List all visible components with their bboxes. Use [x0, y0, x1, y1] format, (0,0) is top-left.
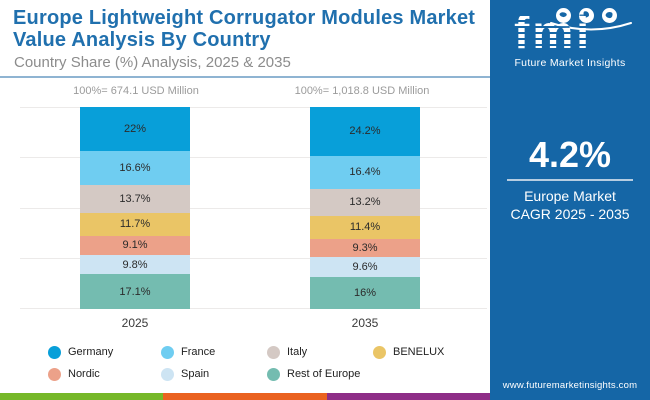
bar-segment-spain-2025: 9.8%	[80, 254, 190, 275]
legend-item-benelux: BENELUX	[373, 346, 444, 359]
bar-segment-value-label: 11.4%	[349, 221, 381, 234]
legend-item-nordic: Nordic	[48, 368, 100, 381]
footer-stripe-segment-3	[326, 393, 490, 400]
legend-dot-italy	[267, 346, 280, 359]
fmi-logo-globe-icons	[556, 8, 617, 23]
total-label-2035: 100%= 1,018.8 USD Million	[294, 85, 430, 97]
brand-panel: fmi Future Market Insights 4.2% Europe M…	[490, 0, 650, 400]
bar-segment-germany-2025: 22%	[80, 107, 190, 152]
gridline	[20, 258, 487, 259]
chart-section: Europe Lightweight Corrugator Modules Ma…	[0, 7, 493, 400]
legend-label: Spain	[181, 368, 210, 380]
title-line-2: Value Analysis By Country	[13, 29, 271, 51]
bar-segment-value-label: 24.2%	[349, 125, 381, 138]
legend-item-spain: Spain	[161, 368, 209, 381]
cagr-label-line-1: Europe Market	[524, 188, 616, 204]
cagr-label: Europe Market CAGR 2025 - 2035	[490, 187, 650, 223]
bar-segment-value-label: 16.4%	[349, 166, 381, 179]
gridline	[20, 157, 487, 158]
website-url: www.futuremarketinsights.com	[502, 380, 638, 391]
bar-segment-value-label: 13.2%	[349, 196, 381, 209]
legend-dot-germany	[48, 346, 61, 359]
bar-segment-nordic-2025: 9.1%	[80, 236, 190, 255]
legend-item-germany: Germany	[48, 346, 113, 359]
bar-segment-benelux-2025: 11.7%	[80, 212, 190, 237]
bar-segment-value-label: 16.6%	[119, 162, 151, 175]
bar-segment-germany-2035: 24.2%	[310, 107, 420, 156]
legend-dot-nordic	[48, 368, 61, 381]
bar-segment-rest-of-europe-2025: 17.1%	[80, 274, 190, 309]
bar-segment-italy-2035: 13.2%	[310, 188, 420, 216]
fmi-logo-text: fmi	[514, 6, 592, 58]
legend-item-italy: Italy	[267, 346, 307, 359]
legend-label: Germany	[68, 346, 114, 358]
bar-segment-spain-2035: 9.6%	[310, 257, 420, 277]
x-axis-label-2025: 2025	[121, 316, 149, 330]
bar-segment-value-label: 16%	[353, 286, 377, 299]
legend-item-france: France	[161, 346, 215, 359]
bar-segment-france-2025: 16.6%	[80, 151, 190, 185]
globe-icon	[579, 8, 594, 23]
title-line-1: Europe Lightweight Corrugator Modules Ma…	[13, 7, 476, 29]
gridline	[20, 107, 487, 108]
fmi-logo-caption: Future Market Insights	[514, 57, 626, 69]
bars: 22% 16.6% 13.7% 11.7% 9.1% 9.8% 17.1% 24.2% 16.4…	[0, 107, 490, 309]
legend-dot-rest-of-europe	[267, 368, 280, 381]
legend-item-rest-of-europe: Rest of Europe	[267, 368, 360, 381]
bar-segment-rest-of-europe-2035: 16%	[310, 276, 420, 309]
legend-dot-benelux	[373, 346, 386, 359]
footer-stripe-segment-1	[0, 393, 164, 400]
plot-area	[20, 107, 487, 309]
bar-segment-value-label: 9.1%	[122, 239, 148, 252]
gridline	[20, 208, 487, 209]
header-divider	[0, 76, 490, 78]
legend-label: Italy	[287, 346, 308, 358]
legend-label: France	[181, 346, 216, 358]
bar-segment-value-label: 13.7%	[119, 192, 151, 205]
logo-swoosh	[550, 22, 632, 31]
bar-segment-nordic-2035: 9.3%	[310, 238, 420, 258]
bar-segment-value-label: 9.8%	[122, 258, 148, 271]
bar-segment-value-label: 9.3%	[352, 241, 378, 254]
page-subtitle: Country Share (%) Analysis, 2025 & 2035	[14, 54, 291, 71]
legend-label: Rest of Europe	[287, 368, 361, 380]
stacked-bar-2035: 24.2% 16.4% 13.2% 11.4% 9.3% 9.6% 16%	[310, 107, 420, 309]
bar-segment-benelux-2035: 11.4%	[310, 215, 420, 239]
legend-label: BENELUX	[393, 346, 445, 358]
globe-icon	[602, 8, 617, 23]
footer-stripe	[0, 393, 490, 400]
x-axis-label-2035: 2035	[351, 316, 379, 330]
bar-segment-value-label: 22%	[123, 123, 147, 136]
total-label-2025: 100%= 674.1 USD Million	[73, 85, 199, 97]
bar-segment-italy-2025: 13.7%	[80, 184, 190, 213]
legend-dot-spain	[161, 368, 174, 381]
bar-segment-value-label: 17.1%	[119, 285, 151, 298]
gridline	[20, 308, 487, 309]
legend-dot-france	[161, 346, 174, 359]
page-title: Europe Lightweight Corrugator Modules Ma…	[13, 7, 493, 51]
bar-segment-value-label: 9.6%	[352, 261, 378, 274]
legend-label: Nordic	[68, 368, 100, 380]
globe-icon	[556, 8, 571, 23]
stacked-bar-2025: 22% 16.6% 13.7% 11.7% 9.1% 9.8% 17.1%	[80, 107, 190, 309]
cagr-label-line-2: CAGR 2025 - 2035	[510, 206, 630, 222]
footer-stripe-segment-2	[163, 393, 327, 400]
bar-segment-france-2035: 16.4%	[310, 155, 420, 189]
bar-segment-value-label: 11.7%	[119, 218, 151, 231]
cagr-value: 4.2%	[528, 134, 612, 175]
cagr-divider-line	[507, 179, 633, 181]
